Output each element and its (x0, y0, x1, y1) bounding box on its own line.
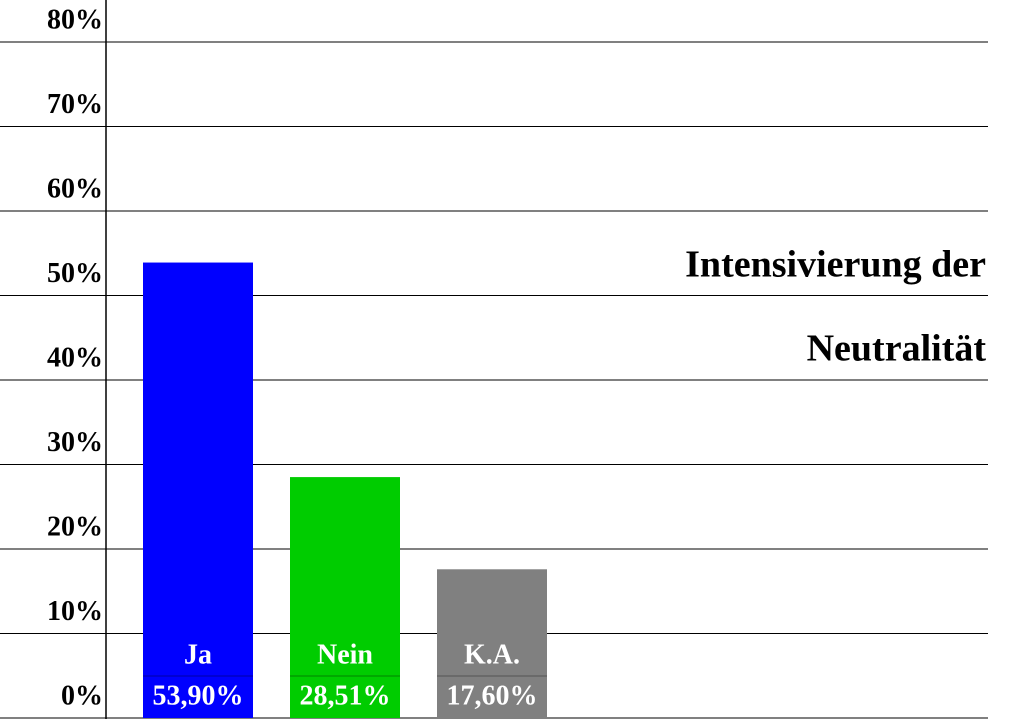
y-tick-label: 0% (61, 680, 103, 711)
value-label: 28,51% (300, 680, 391, 711)
y-tick-label: 40% (47, 342, 103, 373)
category-label: K.A. (464, 639, 520, 670)
y-tick-label: 70% (47, 89, 103, 120)
chart-title: Neutralität (807, 328, 987, 370)
bar (437, 569, 547, 718)
y-tick-label: 50% (47, 258, 103, 289)
value-label: 53,90% (153, 680, 244, 711)
chart-title: Intensivierung der (685, 244, 986, 286)
bar (290, 477, 400, 718)
bar (143, 262, 253, 718)
value-label: 17,60% (447, 680, 538, 711)
y-tick-label: 30% (47, 427, 103, 458)
y-tick-label: 20% (47, 511, 103, 542)
y-tick-label: 10% (47, 596, 103, 627)
category-label: Nein (317, 639, 373, 670)
category-label: Ja (184, 639, 212, 670)
y-tick-label: 80% (47, 4, 103, 35)
y-tick-label: 60% (47, 173, 103, 204)
